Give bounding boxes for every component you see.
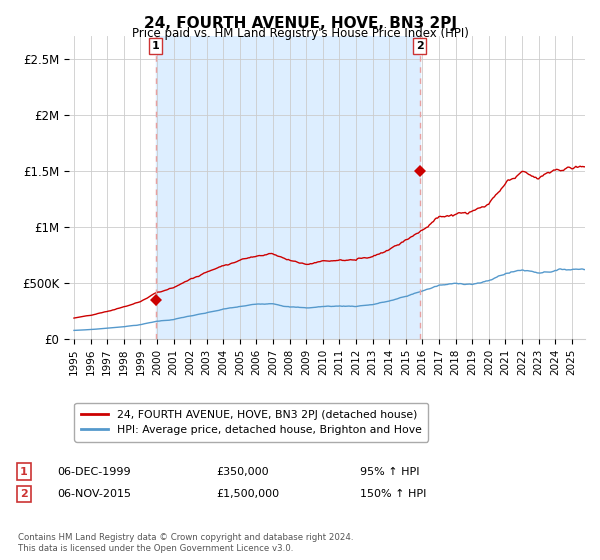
Text: 1: 1 (20, 466, 28, 477)
Text: 95% ↑ HPI: 95% ↑ HPI (360, 466, 419, 477)
Text: Contains HM Land Registry data © Crown copyright and database right 2024.
This d: Contains HM Land Registry data © Crown c… (18, 533, 353, 553)
Text: 06-DEC-1999: 06-DEC-1999 (57, 466, 131, 477)
Text: Price paid vs. HM Land Registry's House Price Index (HPI): Price paid vs. HM Land Registry's House … (131, 27, 469, 40)
Text: 24, FOURTH AVENUE, HOVE, BN3 2PJ: 24, FOURTH AVENUE, HOVE, BN3 2PJ (143, 16, 457, 31)
Legend: 24, FOURTH AVENUE, HOVE, BN3 2PJ (detached house), HPI: Average price, detached : 24, FOURTH AVENUE, HOVE, BN3 2PJ (detach… (74, 403, 428, 442)
Text: 1: 1 (152, 41, 160, 51)
Text: 06-NOV-2015: 06-NOV-2015 (57, 489, 131, 499)
Text: 2: 2 (20, 489, 28, 499)
Bar (155, 36, 420, 339)
Text: 2: 2 (416, 41, 424, 51)
Text: £350,000: £350,000 (216, 466, 269, 477)
Text: £1,500,000: £1,500,000 (216, 489, 279, 499)
Text: 150% ↑ HPI: 150% ↑ HPI (360, 489, 427, 499)
